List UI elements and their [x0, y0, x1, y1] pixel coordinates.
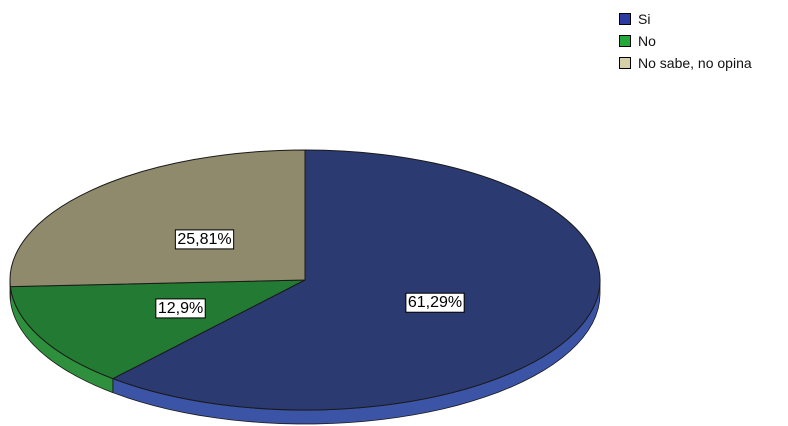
legend-swatch-si [619, 13, 631, 25]
legend-item-no: No [619, 30, 752, 52]
pie-label-no: 12,9% [155, 298, 206, 319]
legend-swatch-no-sabe [619, 57, 631, 69]
pie-label-text-no: 12,9% [158, 300, 203, 317]
pie-label-si: 61,29% [405, 292, 465, 313]
pie-slice-si [111, 149, 601, 411]
pie-slice-no-sabe [9, 149, 306, 288]
legend-swatch-no [619, 35, 631, 47]
pie-slice-no [9, 279, 306, 380]
pie-label-box-no-sabe [174, 229, 235, 250]
legend-item-no-sabe: No sabe, no opina [619, 52, 752, 74]
pie-label-box-no [155, 298, 206, 319]
legend-item-si: Si [619, 8, 752, 30]
legend-label-no: No [638, 33, 656, 49]
pie-label-box-si [405, 292, 465, 313]
pie-label-no-sabe: 25,81% [174, 229, 235, 250]
pie-label-text-si: 61,29% [408, 294, 462, 311]
legend-label-no-sabe: No sabe, no opina [638, 55, 752, 71]
legend: Si No No sabe, no opina [619, 8, 752, 74]
pie-label-text-no-sabe: 25,81% [177, 231, 231, 248]
legend-label-si: Si [638, 11, 651, 27]
